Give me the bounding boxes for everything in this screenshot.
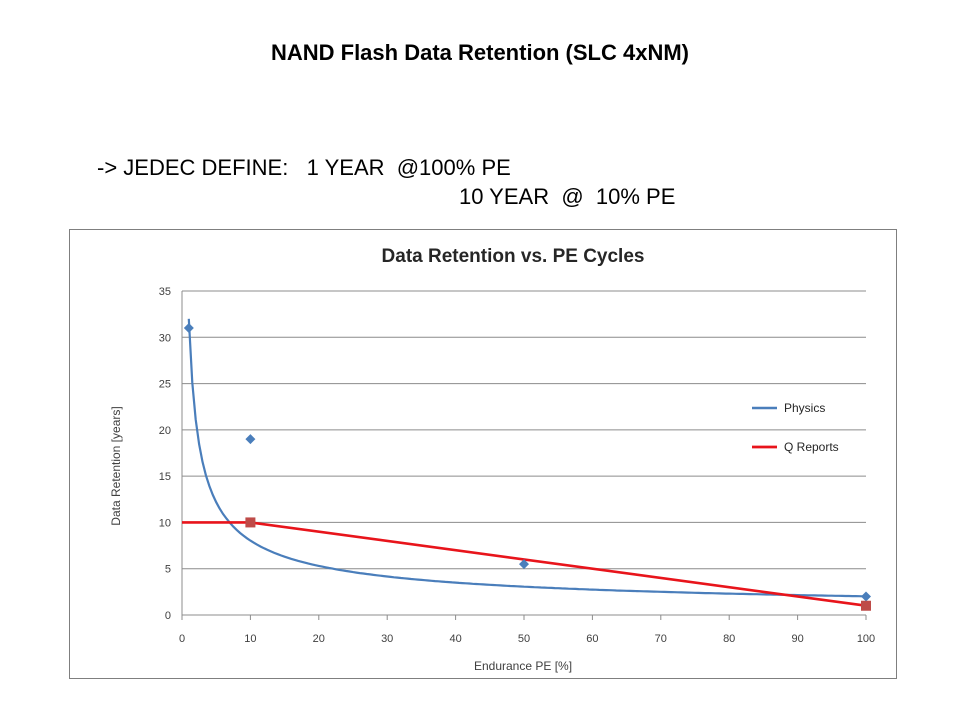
physics-line [187,318,866,598]
physics-point [861,591,871,602]
y-axis-label: Data Retention [years] [109,406,123,525]
physics-point [519,559,529,570]
x-tick-70: 70 [655,633,667,645]
x-tick-80: 80 [723,633,735,645]
legend-label-physics: Physics [784,401,825,415]
x-tick-20: 20 [313,633,325,645]
legend-label-q-reports: Q Reports [784,440,839,454]
y-tick-25: 25 [159,379,171,391]
x-tick-labels: 0 10 20 30 40 50 60 70 80 90 100 [179,633,875,645]
y-tick-15: 15 [159,471,171,483]
chart-legend: Physics Q Reports [752,401,839,454]
jedec-note-line-2: 10 YEAR @ 10% PE [459,184,676,209]
data-markers [183,323,871,611]
x-tick-40: 40 [449,633,461,645]
x-tick-90: 90 [791,633,803,645]
y-tick-20: 20 [159,425,171,437]
x-tick-50: 50 [518,633,530,645]
x-tick-60: 60 [586,633,598,645]
y-tick-35: 35 [159,286,171,298]
x-axis-label: Endurance PE [%] [474,659,572,673]
physics-point [245,434,256,445]
slide-title: NAND Flash Data Retention (SLC 4xNM) [270,40,690,65]
y-tick-5: 5 [165,564,171,576]
chart-title: Data Retention vs. PE Cycles [382,246,645,267]
y-tick-0: 0 [165,610,171,622]
q-reports-point [245,517,256,528]
y-tick-30: 30 [159,332,171,344]
data-retention-chart: Data Retention vs. PE Cycles 0 5 10 15 20 25 3… [109,246,875,673]
physics-point [183,323,194,334]
x-tick-0: 0 [179,633,185,645]
x-tick-100: 100 [857,633,875,645]
jedec-note-line-1: -> JEDEC DEFINE: 1 YEAR @100% PE [97,155,511,180]
q-reports-point [861,600,871,611]
y-tick-10: 10 [159,517,171,529]
grid-lines [181,290,867,620]
x-tick-30: 30 [381,633,393,645]
chart-frame: Data Retention vs. PE Cycles 0 5 10 15 20 25 3… [69,229,897,679]
y-tick-labels: 0 5 10 15 20 25 30 35 [159,286,171,622]
x-tick-10: 10 [244,633,256,645]
